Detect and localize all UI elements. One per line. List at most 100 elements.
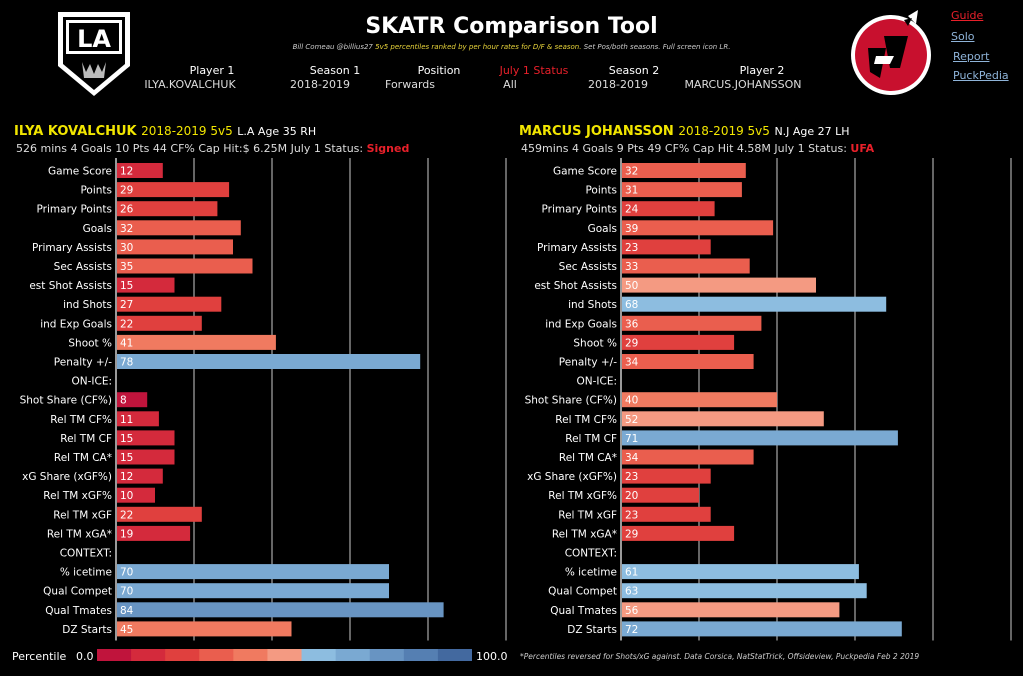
season1-label: Season 1 — [309, 64, 361, 77]
bar[interactable] — [622, 277, 816, 293]
bar[interactable] — [622, 583, 867, 599]
bar[interactable] — [622, 564, 859, 580]
bar[interactable] — [622, 182, 742, 198]
player1-stats: 526 mins 4 Goals 10 Pts 44 CF% Cap Hit:$… — [16, 142, 364, 155]
player1-select[interactable]: ILYA.KOVALCHUK — [144, 78, 236, 91]
bar-value-label: 78 — [120, 357, 133, 369]
bar[interactable] — [117, 277, 175, 293]
bar[interactable] — [622, 392, 777, 408]
bar[interactable] — [117, 315, 202, 331]
bar[interactable] — [117, 296, 222, 312]
bar[interactable] — [117, 392, 148, 408]
bar-value-label: 52 — [625, 414, 638, 426]
bar[interactable] — [117, 258, 253, 274]
legend-swatch — [131, 649, 166, 661]
nav-puckpedia-link[interactable]: PuckPedia — [953, 69, 1009, 82]
category-label: Rel TM xGA* — [47, 528, 112, 540]
bar-value-label: 45 — [120, 624, 133, 636]
category-label: CONTEXT: — [60, 548, 112, 560]
bar[interactable] — [117, 163, 163, 178]
bar[interactable] — [117, 239, 233, 255]
bar[interactable] — [117, 220, 241, 236]
bar[interactable] — [622, 334, 735, 350]
category-label: % icetime — [60, 567, 112, 579]
legend-swatch — [199, 649, 234, 661]
bar-value-label: 50 — [625, 280, 638, 292]
legend-swatch — [233, 649, 268, 661]
bar[interactable] — [622, 430, 898, 446]
bar-value-label: 30 — [120, 242, 133, 254]
bar[interactable] — [117, 506, 202, 522]
bar-value-label: 70 — [120, 586, 133, 598]
bar-value-label: 40 — [625, 395, 638, 407]
category-label: Penalty +/- — [559, 357, 617, 369]
bar[interactable] — [117, 564, 389, 580]
category-label: DZ Starts — [62, 624, 112, 636]
bar[interactable] — [117, 487, 155, 503]
bar[interactable] — [622, 315, 762, 331]
bar[interactable] — [117, 468, 163, 484]
category-label: Penalty +/- — [54, 357, 112, 369]
bar-value-label: 22 — [120, 509, 133, 521]
bar[interactable] — [117, 354, 421, 369]
bar[interactable] — [117, 411, 159, 427]
nav-solo-link[interactable]: Solo — [951, 30, 975, 43]
bar[interactable] — [117, 201, 218, 217]
season2-label: Season 2 — [608, 64, 660, 77]
category-label: Rel TM CF — [565, 433, 617, 445]
bar[interactable] — [622, 506, 711, 522]
status-select[interactable]: All — [503, 78, 517, 91]
bar-value-label: 12 — [120, 471, 133, 483]
legend-swatch — [403, 649, 439, 661]
legend-max: 100.0 — [476, 650, 508, 663]
bar[interactable] — [117, 583, 389, 599]
position-select[interactable]: Forwards — [385, 78, 435, 91]
category-label: Rel TM xGF — [558, 509, 617, 521]
bar[interactable] — [622, 220, 774, 236]
bar-value-label: 39 — [625, 223, 638, 235]
bar-value-label: 24 — [625, 204, 639, 216]
bar-value-label: 20 — [625, 490, 638, 502]
player1-status: Signed — [366, 142, 410, 155]
bar-value-label: 41 — [120, 337, 133, 349]
nav-report-link[interactable]: Report — [953, 50, 990, 63]
bar[interactable] — [622, 239, 711, 255]
bar[interactable] — [622, 602, 840, 618]
bar-value-label: 68 — [625, 299, 638, 311]
bar[interactable] — [117, 525, 191, 541]
bar[interactable] — [117, 182, 230, 198]
bar-value-label: 32 — [120, 223, 133, 235]
bar[interactable] — [117, 602, 444, 618]
bar-value-label: 22 — [120, 318, 133, 330]
category-label: Sec Assists — [559, 261, 617, 273]
subtitle-author: Bill Comeau @billius27 — [292, 43, 373, 51]
player1-header: ILYA KOVALCHUK 2018-2019 5v5 L.A Age 35 … — [14, 124, 316, 139]
bar[interactable] — [622, 296, 887, 312]
legend-min: 0.0 — [76, 650, 94, 663]
season2-select[interactable]: 2018-2019 — [588, 78, 648, 91]
bar[interactable] — [622, 258, 750, 274]
bar[interactable] — [622, 411, 824, 427]
category-label: ind Exp Goals — [545, 318, 617, 330]
season1-select[interactable]: 2018-2019 — [290, 78, 350, 91]
bar[interactable] — [622, 354, 754, 369]
bar-value-label: 23 — [625, 242, 638, 254]
bar[interactable] — [117, 621, 292, 637]
bar[interactable] — [117, 449, 175, 465]
category-label: Shoot % — [68, 337, 112, 349]
bar[interactable] — [622, 163, 746, 178]
bar-value-label: 23 — [625, 471, 638, 483]
bar[interactable] — [117, 430, 175, 446]
bar[interactable] — [622, 487, 699, 503]
bar[interactable] — [622, 621, 902, 637]
nav-guide-link[interactable]: Guide — [951, 9, 984, 22]
category-label: Game Score — [553, 166, 617, 178]
bar[interactable] — [622, 201, 715, 217]
bar[interactable] — [117, 334, 276, 350]
bar[interactable] — [622, 449, 754, 465]
bar[interactable] — [622, 468, 711, 484]
category-label: ind Shots — [568, 299, 617, 311]
player2-select[interactable]: MARCUS.JOHANSSON — [684, 78, 802, 91]
bar[interactable] — [622, 525, 735, 541]
player1-percentile-chart: Game Score 12 Points 29 Primary Points 26 Goal… — [20, 158, 507, 641]
